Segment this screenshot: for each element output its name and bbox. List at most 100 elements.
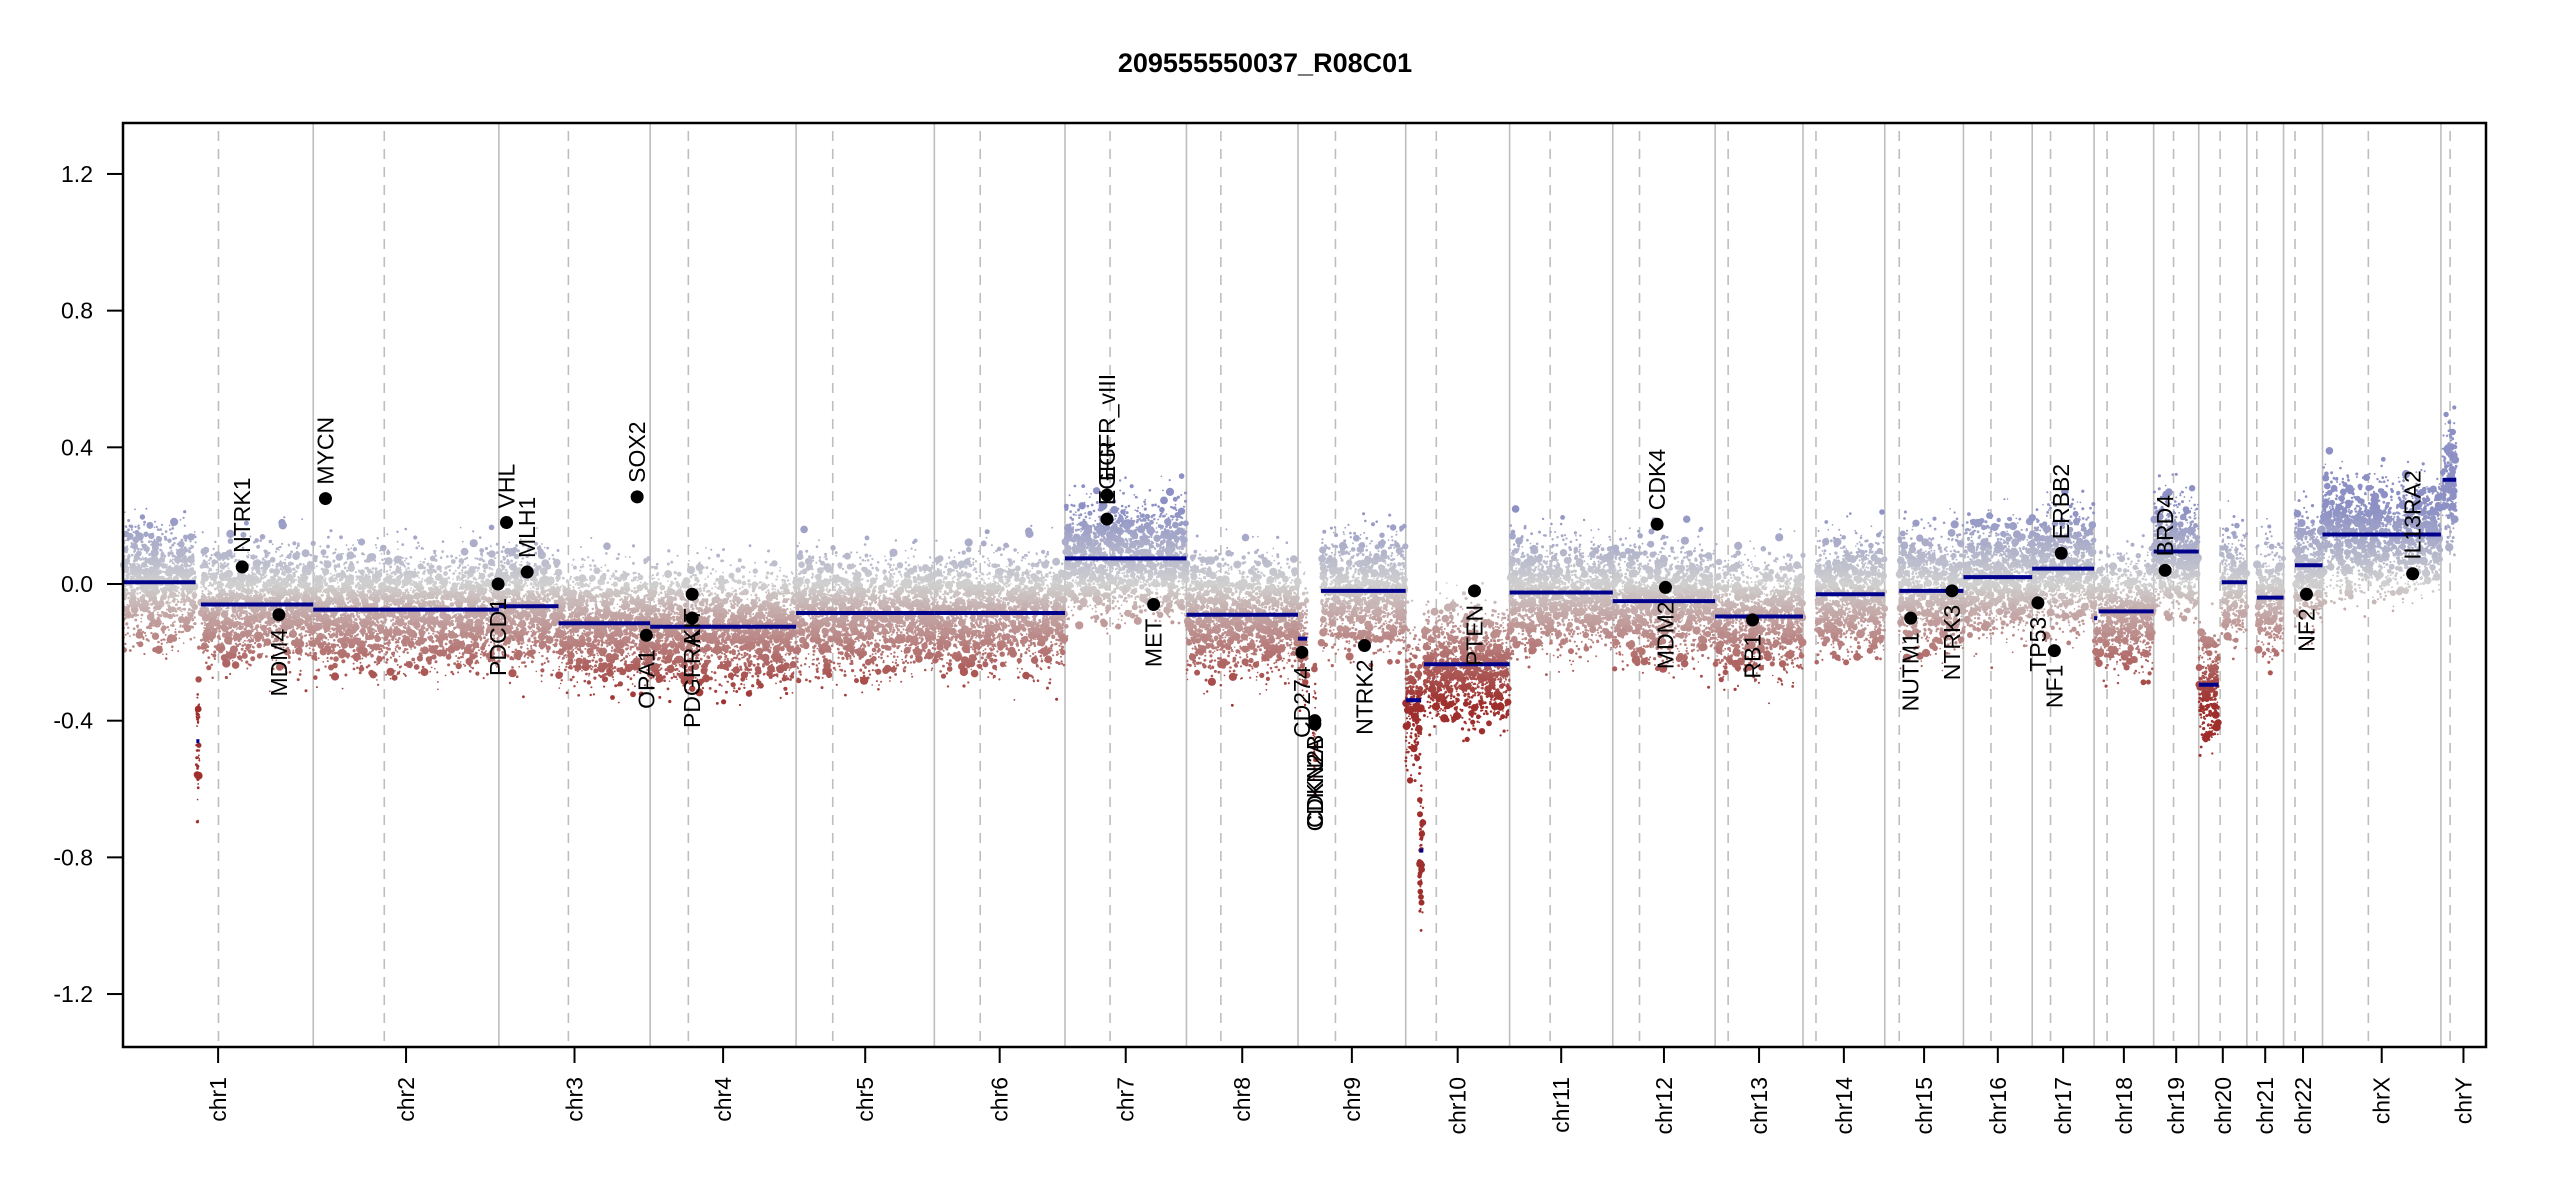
probe-point bbox=[231, 624, 235, 628]
probe-point bbox=[263, 567, 266, 570]
probe-point bbox=[185, 558, 189, 562]
probe-point bbox=[196, 721, 200, 724]
probe-point bbox=[426, 596, 430, 600]
probe-point bbox=[420, 580, 423, 583]
probe-point bbox=[140, 540, 144, 544]
probe-point bbox=[182, 596, 186, 600]
probe-point bbox=[413, 664, 420, 670]
probe-point bbox=[371, 648, 375, 652]
probe-point bbox=[364, 573, 368, 577]
probe-point bbox=[226, 659, 230, 663]
probe-point bbox=[292, 651, 295, 654]
probe-point bbox=[410, 637, 414, 641]
probe-point bbox=[398, 591, 402, 596]
probe-point bbox=[235, 581, 243, 588]
probe-point bbox=[426, 583, 429, 586]
probe-point bbox=[229, 672, 232, 676]
probe-point bbox=[431, 627, 435, 631]
probe-point bbox=[250, 589, 254, 593]
probe-point bbox=[365, 600, 369, 604]
probe-point bbox=[306, 653, 310, 657]
probe-point bbox=[292, 593, 295, 596]
probe-point bbox=[204, 579, 207, 582]
probe-point bbox=[152, 624, 155, 627]
probe-point bbox=[300, 639, 303, 641]
probe-point bbox=[365, 584, 369, 587]
probe-point bbox=[478, 557, 482, 562]
probe-point bbox=[488, 524, 495, 531]
probe-point bbox=[418, 586, 422, 589]
probe-point bbox=[354, 571, 358, 574]
probe-point bbox=[170, 517, 179, 527]
probe-point bbox=[178, 619, 183, 624]
probe-point bbox=[352, 547, 358, 552]
probe-point bbox=[402, 672, 405, 675]
probe-point bbox=[361, 585, 364, 589]
probe-point bbox=[350, 604, 353, 607]
probe-point bbox=[226, 609, 229, 612]
probe-point bbox=[127, 626, 130, 629]
probe-point bbox=[257, 614, 261, 617]
probe-point bbox=[227, 607, 230, 610]
probe-point bbox=[211, 676, 214, 679]
probe-point bbox=[124, 642, 127, 646]
probe-point bbox=[167, 554, 170, 557]
probe-point bbox=[213, 553, 217, 556]
probe-point bbox=[336, 579, 339, 581]
probe-point bbox=[161, 550, 164, 552]
probe-point bbox=[355, 603, 358, 606]
probe-point bbox=[193, 622, 195, 625]
probe-point bbox=[225, 564, 228, 568]
probe-point bbox=[252, 621, 256, 625]
probe-point bbox=[295, 546, 298, 550]
probe-point bbox=[133, 613, 138, 617]
probe-point bbox=[188, 547, 192, 550]
probe-point bbox=[338, 591, 341, 594]
probe-point bbox=[165, 600, 169, 605]
probe-point bbox=[190, 586, 194, 589]
probe-point bbox=[250, 637, 253, 640]
probe-point bbox=[204, 646, 207, 650]
probe-point bbox=[387, 611, 390, 615]
probe-point bbox=[358, 584, 362, 587]
probe-point bbox=[424, 558, 427, 560]
probe-point bbox=[132, 531, 135, 534]
probe-point bbox=[218, 581, 222, 584]
probe-point bbox=[153, 597, 157, 601]
probe-point bbox=[217, 614, 220, 617]
probe-point bbox=[277, 561, 284, 567]
probe-point bbox=[374, 567, 378, 571]
probe-point bbox=[126, 545, 129, 548]
probe-point bbox=[231, 590, 234, 592]
probe-point bbox=[176, 542, 180, 546]
probe-point bbox=[303, 634, 306, 637]
probe-point bbox=[141, 543, 145, 547]
probe-point bbox=[403, 648, 407, 651]
probe-point bbox=[479, 548, 485, 553]
probe-point bbox=[396, 540, 399, 543]
probe-point bbox=[129, 635, 131, 637]
probe-point bbox=[293, 589, 296, 592]
probe-point bbox=[153, 538, 156, 541]
probe-point bbox=[345, 544, 348, 547]
probe-point bbox=[205, 617, 209, 620]
probe-point bbox=[256, 653, 263, 659]
probe-point bbox=[290, 550, 294, 554]
probe-point bbox=[453, 628, 455, 630]
probe-point bbox=[168, 601, 171, 604]
probe-point bbox=[416, 597, 419, 600]
probe-point bbox=[451, 616, 454, 619]
probe-point bbox=[407, 637, 409, 639]
probe-point bbox=[317, 634, 321, 637]
probe-point bbox=[243, 649, 247, 653]
probe-point bbox=[195, 716, 198, 719]
probe-point bbox=[394, 638, 397, 641]
probe-point bbox=[136, 554, 139, 556]
probe-point bbox=[404, 527, 408, 531]
probe-point bbox=[155, 619, 162, 626]
probe-point bbox=[456, 601, 458, 604]
probe-point bbox=[195, 710, 198, 714]
probe-point bbox=[437, 681, 439, 683]
probe-point bbox=[193, 586, 197, 591]
probe-point bbox=[162, 631, 165, 634]
